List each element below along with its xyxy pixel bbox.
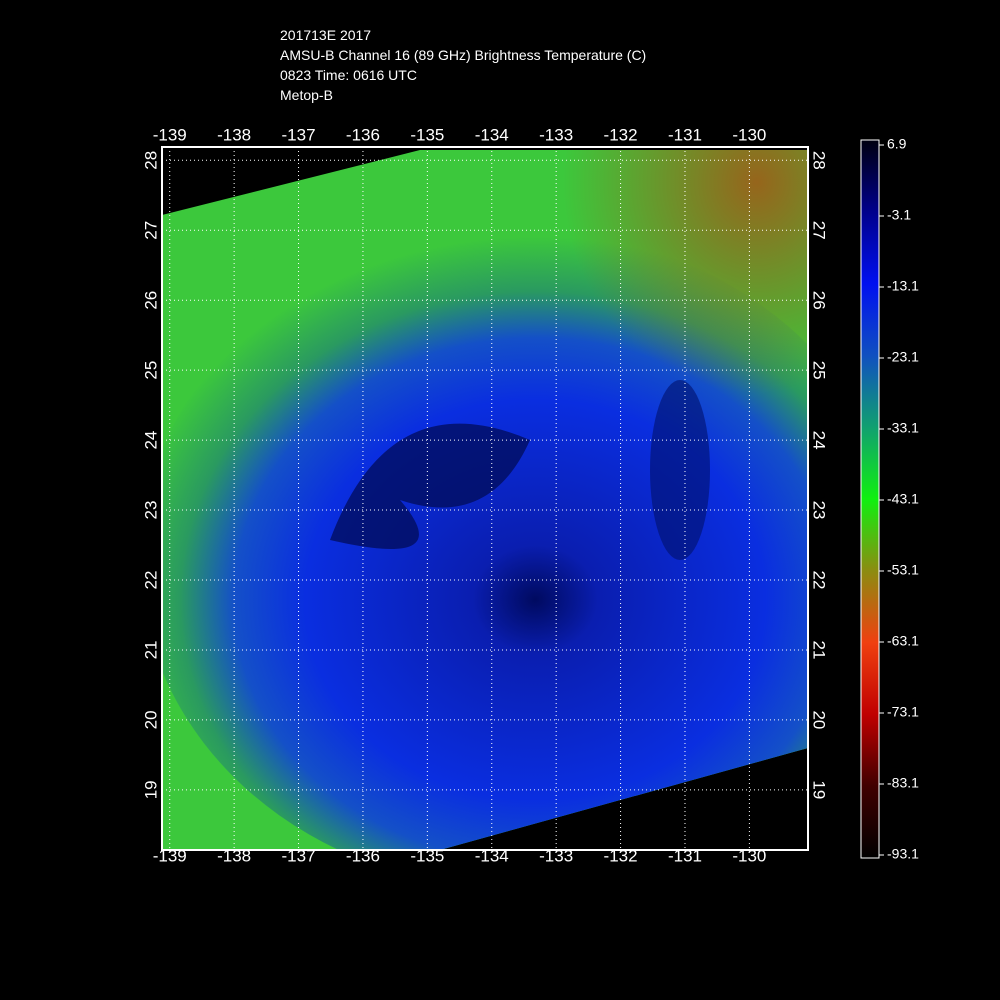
y-tick-label: 27 <box>141 221 160 240</box>
rainband <box>330 423 530 549</box>
y-tick-label: 20 <box>141 710 160 729</box>
y-tick-label: 24 <box>141 431 160 450</box>
x-tick-label: -133 <box>539 846 573 865</box>
header-line: 0823 Time: 0616 UTC <box>280 67 417 83</box>
y-tick-label: 24 <box>810 431 829 450</box>
colorbar-tick-label: -3.1 <box>887 207 911 223</box>
y-tick-label: 28 <box>141 151 160 170</box>
warm-area <box>162 150 808 850</box>
y-tick-label: 19 <box>141 780 160 799</box>
colorbar-tick-label: -43.1 <box>887 491 919 507</box>
imagery <box>162 150 808 850</box>
y-tick-label: 20 <box>810 710 829 729</box>
x-tick-label: -137 <box>282 846 316 865</box>
x-tick-label: -138 <box>217 846 251 865</box>
colorbar-tick-label: -33.1 <box>887 420 919 436</box>
x-tick-label: -139 <box>153 125 187 144</box>
colorbar-tick-label: -73.1 <box>887 704 919 720</box>
y-tick-label: 25 <box>810 361 829 380</box>
y-tick-label: 22 <box>141 571 160 590</box>
y-tick-label: 28 <box>810 151 829 170</box>
x-tick-label: -134 <box>475 846 509 865</box>
header-line: AMSU-B Channel 16 (89 GHz) Brightness Te… <box>280 47 646 63</box>
y-tick-label: 26 <box>141 291 160 310</box>
y-tick-label: 22 <box>810 571 829 590</box>
tick-labels: -139 -139 -138 -138 -137 -137 -136 -136 -135 -135… <box>141 125 919 865</box>
colorbar-tick-label: -23.1 <box>887 349 919 365</box>
x-tick-label: -138 <box>217 125 251 144</box>
x-tick-label: -135 <box>410 846 444 865</box>
x-tick-label: -135 <box>410 125 444 144</box>
y-tick-label: 27 <box>810 221 829 240</box>
header-line: 201713E 2017 <box>280 27 371 43</box>
x-tick-label: -139 <box>153 846 187 865</box>
x-tick-label: -137 <box>282 125 316 144</box>
colorbar-tick-label: -63.1 <box>887 633 919 649</box>
colorbar-tick-label: -53.1 <box>887 562 919 578</box>
x-tick-label: -132 <box>604 125 638 144</box>
header: 201713E 2017 AMSU-B Channel 16 (89 GHz) B… <box>280 27 646 103</box>
x-tick-label: -133 <box>539 125 573 144</box>
y-tick-label: 25 <box>141 361 160 380</box>
x-tick-label: -132 <box>604 846 638 865</box>
y-tick-label: 26 <box>810 291 829 310</box>
x-tick-label: -134 <box>475 125 509 144</box>
x-tick-label: -131 <box>668 125 702 144</box>
colorbar <box>860 139 880 859</box>
y-tick-label: 23 <box>141 501 160 520</box>
rainband <box>650 380 710 560</box>
x-tick-label: -136 <box>346 125 380 144</box>
map-frame <box>161 146 809 851</box>
x-tick-label: -130 <box>732 125 766 144</box>
header-line: Metop-B <box>280 87 333 103</box>
y-tick-label: 21 <box>810 640 829 659</box>
x-tick-label: -131 <box>668 846 702 865</box>
colorbar-tick-label: -13.1 <box>887 278 919 294</box>
x-tick-label: -136 <box>346 846 380 865</box>
y-tick-label: 21 <box>141 640 160 659</box>
y-tick-label: 19 <box>810 780 829 799</box>
colorbar-tick-label: -83.1 <box>887 775 919 791</box>
colorbar-tick-label: 6.9 <box>887 136 907 152</box>
x-tick-label: -130 <box>732 846 766 865</box>
y-tick-label: 23 <box>810 501 829 520</box>
colorbar-tick-label: -93.1 <box>887 846 919 862</box>
